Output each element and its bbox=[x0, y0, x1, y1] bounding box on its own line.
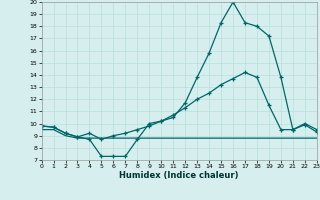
X-axis label: Humidex (Indice chaleur): Humidex (Indice chaleur) bbox=[119, 171, 239, 180]
